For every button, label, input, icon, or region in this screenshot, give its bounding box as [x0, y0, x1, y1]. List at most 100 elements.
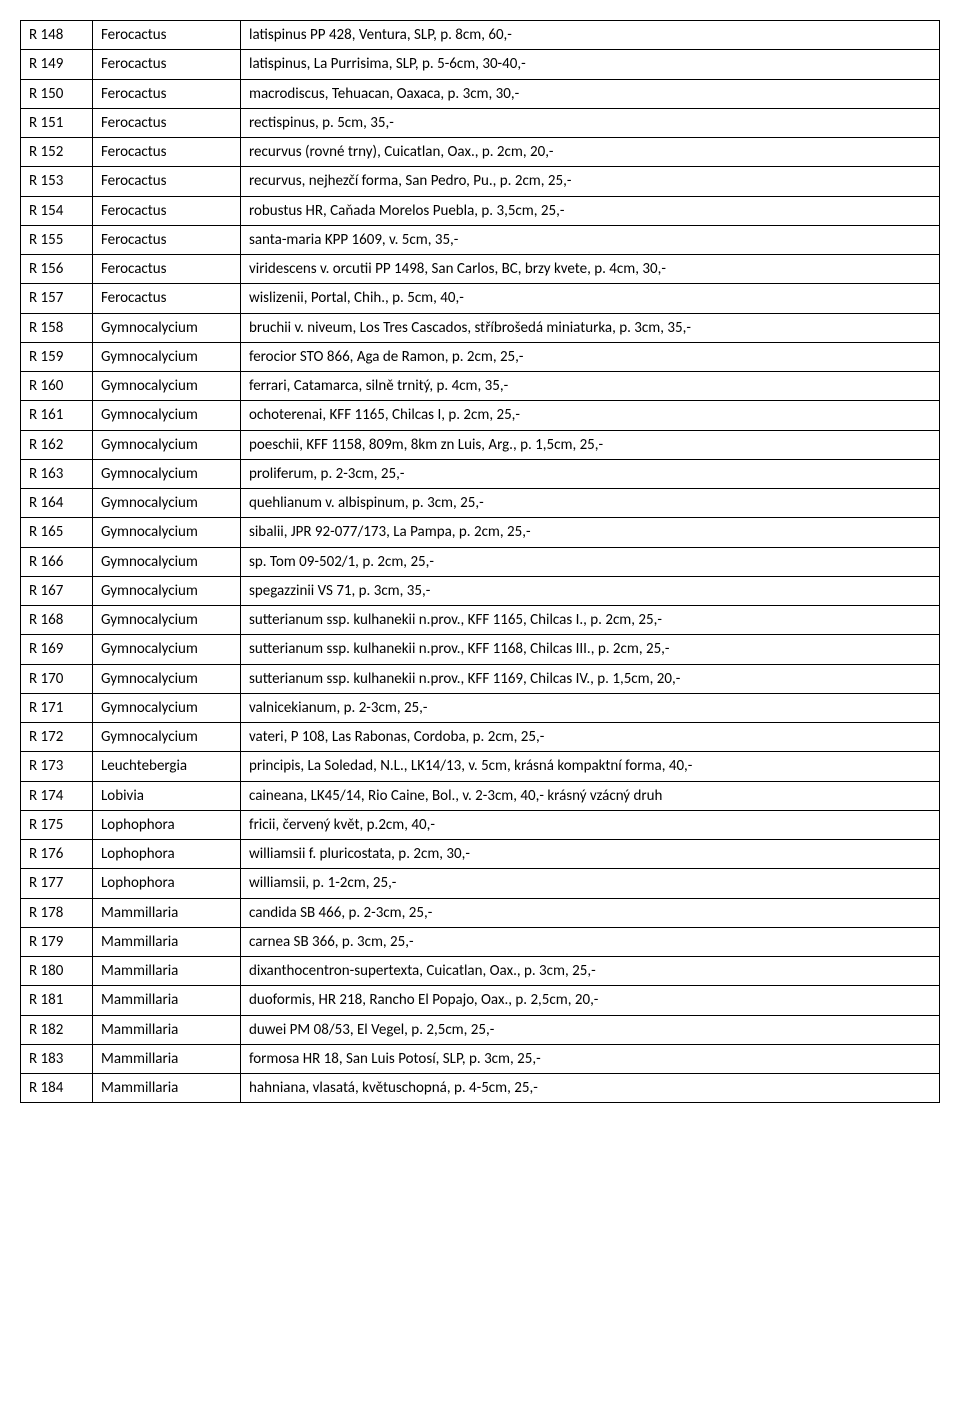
table-row: R 158Gymnocalyciumbruchii v. niveum, Los… — [21, 313, 940, 342]
description-cell: formosa HR 18, San Luis Potosí, SLP, p. … — [241, 1044, 940, 1073]
code-cell: R 163 — [21, 459, 93, 488]
code-cell: R 162 — [21, 430, 93, 459]
description-cell: williamsii, p. 1-2cm, 25,- — [241, 869, 940, 898]
table-row: R 177Lophophorawilliamsii, p. 1-2cm, 25,… — [21, 869, 940, 898]
genus-cell: Gymnocalycium — [93, 547, 241, 576]
code-cell: R 176 — [21, 840, 93, 869]
table-row: R 183Mammillariaformosa HR 18, San Luis … — [21, 1044, 940, 1073]
description-cell: proliferum, p. 2-3cm, 25,- — [241, 459, 940, 488]
genus-cell: Mammillaria — [93, 986, 241, 1015]
description-cell: quehlianum v. albispinum, p. 3cm, 25,- — [241, 489, 940, 518]
genus-cell: Gymnocalycium — [93, 372, 241, 401]
genus-cell: Lobivia — [93, 781, 241, 810]
code-cell: R 154 — [21, 196, 93, 225]
code-cell: R 167 — [21, 576, 93, 605]
code-cell: R 151 — [21, 108, 93, 137]
genus-cell: Lophophora — [93, 840, 241, 869]
genus-cell: Mammillaria — [93, 927, 241, 956]
description-cell: sp. Tom 09-502/1, p. 2cm, 25,- — [241, 547, 940, 576]
table-row: R 166Gymnocalyciumsp. Tom 09-502/1, p. 2… — [21, 547, 940, 576]
description-cell: sutterianum ssp. kulhanekii n.prov., KFF… — [241, 664, 940, 693]
code-cell: R 166 — [21, 547, 93, 576]
description-cell: carnea SB 366, p. 3cm, 25,- — [241, 927, 940, 956]
table-row: R 181Mammillariaduoformis, HR 218, Ranch… — [21, 986, 940, 1015]
genus-cell: Gymnocalycium — [93, 664, 241, 693]
species-table: R 148Ferocactuslatispinus PP 428, Ventur… — [20, 20, 940, 1103]
genus-cell: Ferocactus — [93, 50, 241, 79]
genus-cell: Gymnocalycium — [93, 518, 241, 547]
code-cell: R 152 — [21, 138, 93, 167]
description-cell: ferocior STO 866, Aga de Ramon, p. 2cm, … — [241, 342, 940, 371]
genus-cell: Ferocactus — [93, 255, 241, 284]
description-cell: ochoterenai, KFF 1165, Chilcas I, p. 2cm… — [241, 401, 940, 430]
description-cell: sutterianum ssp. kulhanekii n.prov., KFF… — [241, 635, 940, 664]
code-cell: R 178 — [21, 898, 93, 927]
table-row: R 156Ferocactusviridescens v. orcutii PP… — [21, 255, 940, 284]
description-cell: viridescens v. orcutii PP 1498, San Carl… — [241, 255, 940, 284]
table-row: R 172Gymnocalyciumvateri, P 108, Las Rab… — [21, 723, 940, 752]
table-row: R 160Gymnocalyciumferrari, Catamarca, si… — [21, 372, 940, 401]
table-row: R 163Gymnocalyciumproliferum, p. 2-3cm, … — [21, 459, 940, 488]
genus-cell: Leuchtebergia — [93, 752, 241, 781]
table-row: R 170Gymnocalyciumsutterianum ssp. kulha… — [21, 664, 940, 693]
table-row: R 171Gymnocalyciumvalnicekianum, p. 2-3c… — [21, 693, 940, 722]
code-cell: R 153 — [21, 167, 93, 196]
description-cell: rectispinus, p. 5cm, 35,- — [241, 108, 940, 137]
description-cell: poeschii, KFF 1158, 809m, 8km zn Luis, A… — [241, 430, 940, 459]
table-row: R 179Mammillariacarnea SB 366, p. 3cm, 2… — [21, 927, 940, 956]
table-row: R 155Ferocactussanta-maria KPP 1609, v. … — [21, 225, 940, 254]
description-cell: valnicekianum, p. 2-3cm, 25,- — [241, 693, 940, 722]
description-cell: dixanthocentron-supertexta, Cuicatlan, O… — [241, 957, 940, 986]
description-cell: fricii, červený květ, p.2cm, 40,- — [241, 810, 940, 839]
code-cell: R 156 — [21, 255, 93, 284]
code-cell: R 183 — [21, 1044, 93, 1073]
code-cell: R 170 — [21, 664, 93, 693]
genus-cell: Gymnocalycium — [93, 723, 241, 752]
genus-cell: Ferocactus — [93, 79, 241, 108]
table-row: R 174Lobiviacaineana, LK45/14, Rio Caine… — [21, 781, 940, 810]
genus-cell: Ferocactus — [93, 21, 241, 50]
code-cell: R 168 — [21, 606, 93, 635]
description-cell: wislizenii, Portal, Chih., p. 5cm, 40,- — [241, 284, 940, 313]
code-cell: R 161 — [21, 401, 93, 430]
code-cell: R 157 — [21, 284, 93, 313]
table-row: R 161Gymnocalyciumochoterenai, KFF 1165,… — [21, 401, 940, 430]
genus-cell: Gymnocalycium — [93, 606, 241, 635]
description-cell: robustus HR, Caňada Morelos Puebla, p. 3… — [241, 196, 940, 225]
table-row: R 184Mammillariahahniana, vlasatá, květu… — [21, 1074, 940, 1103]
genus-cell: Gymnocalycium — [93, 635, 241, 664]
code-cell: R 172 — [21, 723, 93, 752]
table-row: R 150Ferocactusmacrodiscus, Tehuacan, Oa… — [21, 79, 940, 108]
description-cell: sibalii, JPR 92-077/173, La Pampa, p. 2c… — [241, 518, 940, 547]
table-row: R 178Mammillariacandida SB 466, p. 2-3cm… — [21, 898, 940, 927]
code-cell: R 155 — [21, 225, 93, 254]
description-cell: macrodiscus, Tehuacan, Oaxaca, p. 3cm, 3… — [241, 79, 940, 108]
description-cell: williamsii f. pluricostata, p. 2cm, 30,- — [241, 840, 940, 869]
genus-cell: Ferocactus — [93, 284, 241, 313]
description-cell: ferrari, Catamarca, silně trnitý, p. 4cm… — [241, 372, 940, 401]
description-cell: sutterianum ssp. kulhanekii n.prov., KFF… — [241, 606, 940, 635]
code-cell: R 149 — [21, 50, 93, 79]
table-row: R 148Ferocactuslatispinus PP 428, Ventur… — [21, 21, 940, 50]
genus-cell: Ferocactus — [93, 167, 241, 196]
description-cell: duwei PM 08/53, El Vegel, p. 2,5cm, 25,- — [241, 1015, 940, 1044]
table-row: R 162Gymnocalyciumpoeschii, KFF 1158, 80… — [21, 430, 940, 459]
table-row: R 153Ferocactusrecurvus, nejhezčí forma,… — [21, 167, 940, 196]
genus-cell: Ferocactus — [93, 196, 241, 225]
code-cell: R 180 — [21, 957, 93, 986]
genus-cell: Gymnocalycium — [93, 342, 241, 371]
description-cell: spegazzinii VS 71, p. 3cm, 35,- — [241, 576, 940, 605]
table-row: R 149Ferocactuslatispinus, La Purrisima,… — [21, 50, 940, 79]
genus-cell: Lophophora — [93, 869, 241, 898]
description-cell: hahniana, vlasatá, květuschopná, p. 4-5c… — [241, 1074, 940, 1103]
table-row: R 151Ferocactusrectispinus, p. 5cm, 35,- — [21, 108, 940, 137]
description-cell: candida SB 466, p. 2-3cm, 25,- — [241, 898, 940, 927]
genus-cell: Mammillaria — [93, 898, 241, 927]
code-cell: R 179 — [21, 927, 93, 956]
table-row: R 175Lophophorafricii, červený květ, p.2… — [21, 810, 940, 839]
code-cell: R 184 — [21, 1074, 93, 1103]
table-row: R 168Gymnocalyciumsutterianum ssp. kulha… — [21, 606, 940, 635]
code-cell: R 177 — [21, 869, 93, 898]
code-cell: R 173 — [21, 752, 93, 781]
table-row: R 152Ferocactusrecurvus (rovné trny), Cu… — [21, 138, 940, 167]
